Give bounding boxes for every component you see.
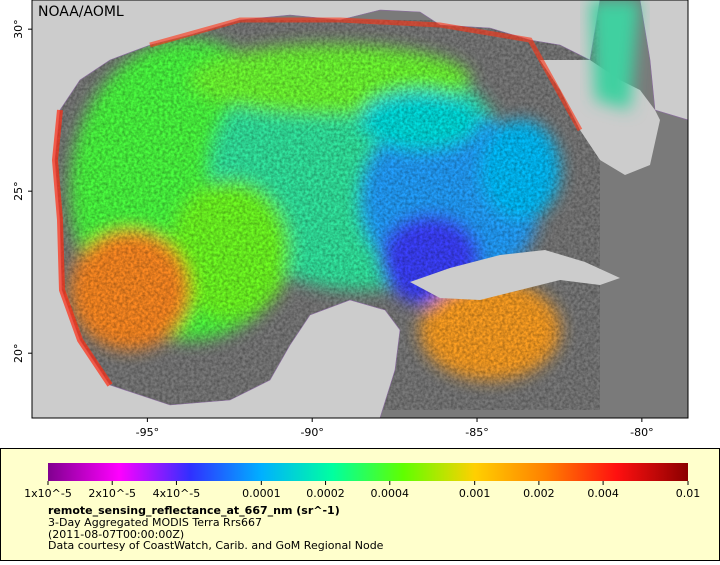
y-tick-label: 20° — [12, 343, 25, 363]
colorbar-tick-label: 0.0002 — [306, 487, 345, 500]
colorbar-tick-label: 1x10^-5 — [24, 487, 72, 500]
y-tick-label: 25° — [12, 181, 25, 201]
date: (2011-08-07T00:00:00Z) — [48, 528, 184, 541]
atlantic-imagery — [590, 0, 640, 110]
subtitle: 3-Day Aggregated MODIS Terra Rrs667 — [48, 516, 262, 529]
map-frame — [31, 0, 689, 419]
colorbar-tick-label: 0.002 — [523, 487, 555, 500]
colorbar-tick-label: 0.0004 — [371, 487, 410, 500]
x-tick-label: -85° — [465, 426, 488, 439]
x-tick-label: -90° — [300, 426, 323, 439]
colorbar-tick-label: 4x10^-5 — [153, 487, 201, 500]
colorbar-title: remote_sensing_reflectance_at_667_nm (sr… — [48, 504, 340, 517]
colorbar-tick-label: 0.0001 — [242, 487, 281, 500]
colorbar-tick-label: 0.004 — [587, 487, 619, 500]
x-tick-label: -80° — [630, 426, 653, 439]
x-tick-label: -95° — [136, 426, 159, 439]
colorbar-tick-label: 2x10^-5 — [88, 487, 136, 500]
credit: Data courtesy of CoastWatch, Carib. and … — [48, 539, 384, 552]
y-tick-label: 30° — [12, 19, 25, 38]
source-label: NOAA/AOML — [38, 4, 124, 20]
colorbar-tick-label: 0.001 — [459, 487, 491, 500]
colorbar-tick-label: 0.01 — [676, 487, 701, 500]
coastal-high-reflectance — [149, 17, 583, 132]
coastal-high-reflectance — [51, 109, 113, 387]
colorbar — [48, 463, 688, 481]
cuba — [410, 250, 620, 300]
map-area — [32, 0, 688, 418]
